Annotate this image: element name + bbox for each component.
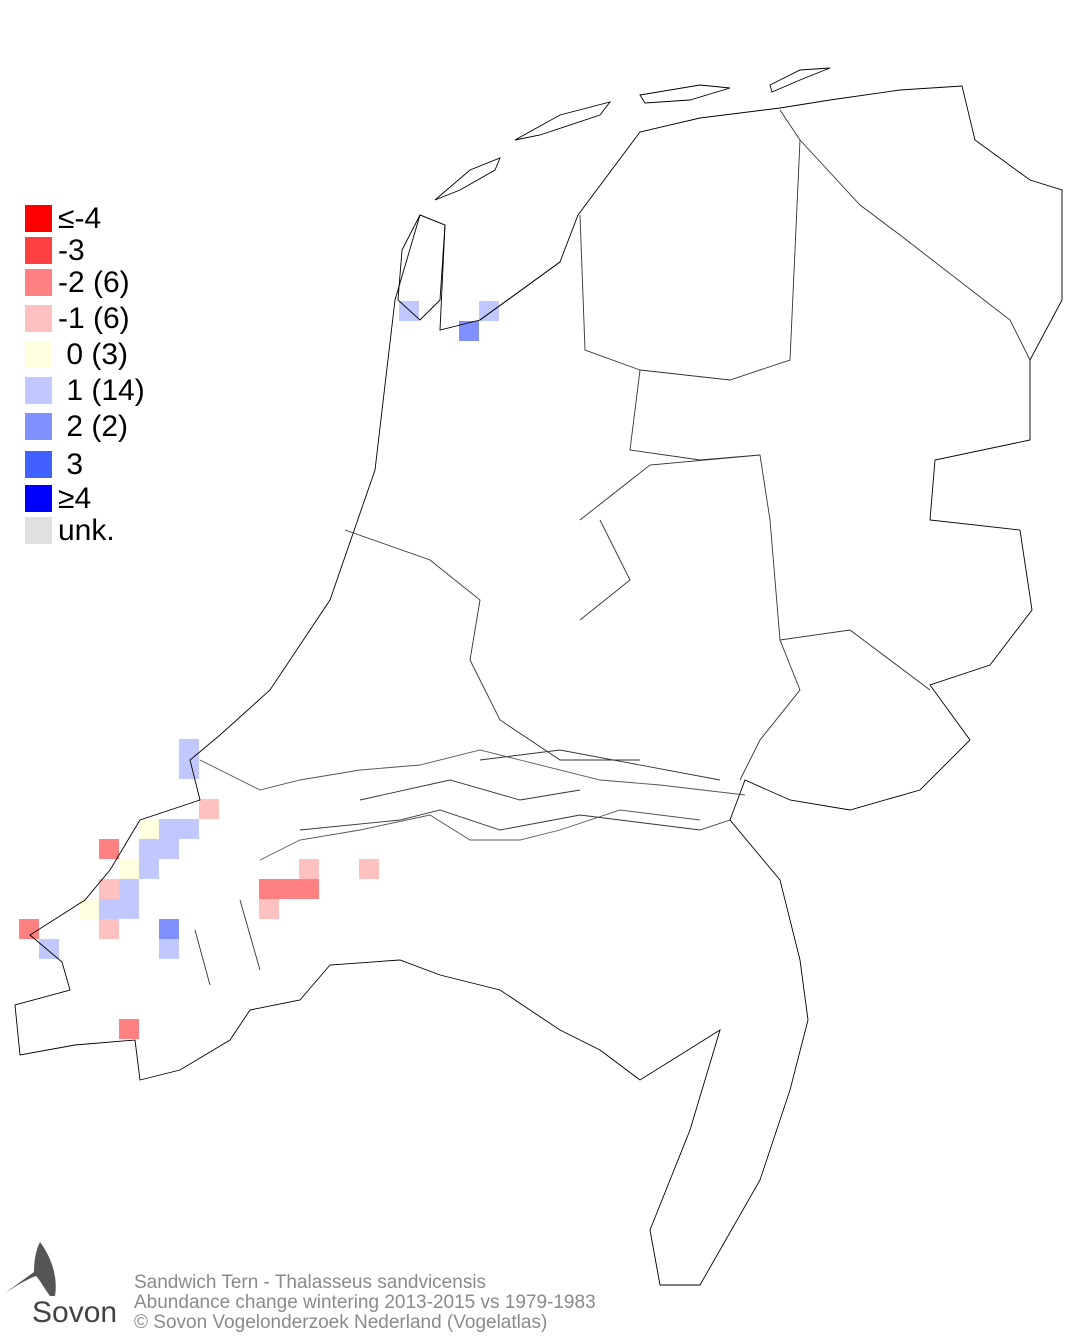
grid-cell <box>99 879 119 899</box>
grid-cell <box>159 839 179 859</box>
grid-cell <box>39 939 59 959</box>
sovon-logo <box>0 1238 110 1313</box>
grid-cell <box>139 819 159 839</box>
grid-cell <box>159 939 179 959</box>
legend-label: ≤-4 <box>58 202 102 235</box>
grid-cell <box>19 919 39 939</box>
legend-swatch <box>25 377 52 404</box>
province-borders <box>194 109 1031 986</box>
legend-swatch <box>25 413 52 440</box>
grid-cell <box>159 819 179 839</box>
grid-cell <box>179 739 199 759</box>
grid-cell <box>179 819 199 839</box>
grid-cell <box>259 899 279 919</box>
legend-label: 1 (14) <box>58 374 145 407</box>
grid-cell <box>259 879 279 899</box>
grid-cell <box>119 859 139 879</box>
grid-cell <box>119 899 139 919</box>
legend-swatch <box>25 205 52 232</box>
legend-label: 2 (2) <box>58 410 129 443</box>
grid-cell <box>359 859 379 879</box>
grid-cell <box>99 919 119 939</box>
legend-swatch <box>25 485 52 512</box>
grid-cells <box>19 301 499 1039</box>
vlieland-island <box>434 157 501 201</box>
grid-cell <box>479 301 499 321</box>
map-caption: Sandwich Tern - Thalasseus sandvicensis … <box>134 1273 596 1333</box>
legend-swatch <box>25 341 52 368</box>
legend-swatch <box>25 269 52 296</box>
grid-cell <box>99 899 119 919</box>
grid-cell <box>79 899 99 919</box>
legend-swatch <box>25 305 52 332</box>
grid-cell <box>119 1019 139 1039</box>
grid-cell <box>299 859 319 879</box>
grid-cell <box>459 321 479 341</box>
legend-swatch <box>25 451 52 478</box>
species-title: Sandwich Tern - Thalasseus sandvicensis <box>134 1272 487 1293</box>
schiermonnikoog-island <box>769 67 831 93</box>
legend-label: 3 <box>58 448 84 481</box>
copyright: © Sovon Vogelonderzoek Nederland (Vogela… <box>134 1312 548 1333</box>
legend-label: 0 (3) <box>58 338 129 371</box>
legend-label: ≥4 <box>58 482 92 515</box>
grid-cell <box>299 879 319 899</box>
grid-cell <box>159 919 179 939</box>
legend-label: -2 (6) <box>58 266 130 299</box>
grid-cell <box>199 799 219 819</box>
legend-label: -3 <box>58 234 85 267</box>
country-outline <box>14 85 1063 1286</box>
afsluitdijk <box>479 261 561 321</box>
grid-cell <box>179 759 199 779</box>
terschelling-island <box>514 101 612 141</box>
logo-text: Sovon <box>32 1296 118 1329</box>
grid-cell <box>139 859 159 879</box>
legend-swatch <box>25 517 52 544</box>
texel-island <box>397 214 446 321</box>
ameland-island <box>639 84 731 104</box>
grid-cell <box>119 879 139 899</box>
legend-swatch <box>25 237 52 264</box>
grid-cell <box>279 879 299 899</box>
legend-label: -1 (6) <box>58 302 130 335</box>
grid-cell <box>99 839 119 859</box>
map-subtitle: Abundance change wintering 2013-2015 vs … <box>134 1292 596 1313</box>
legend-label: unk. <box>58 514 115 547</box>
grid-cell <box>139 839 159 859</box>
swallow-icon <box>2 1242 56 1296</box>
rivers <box>199 749 746 861</box>
